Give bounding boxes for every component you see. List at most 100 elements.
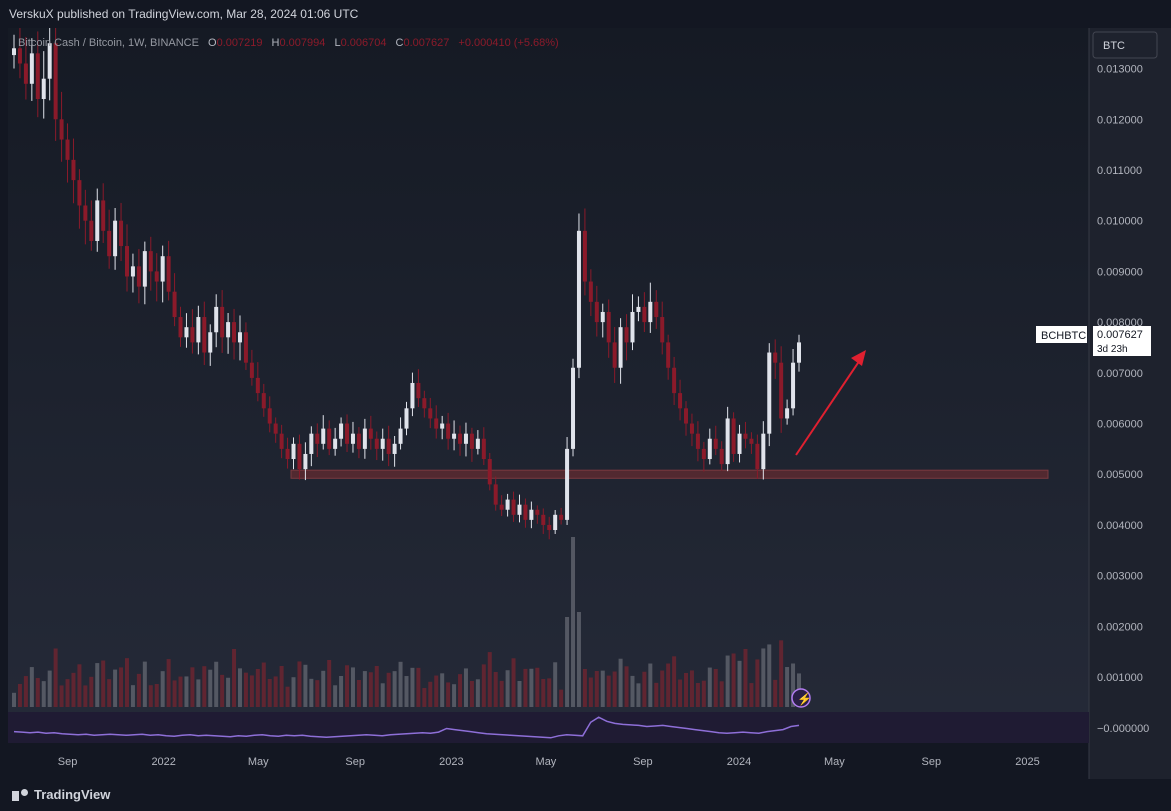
volume-bar xyxy=(374,666,379,707)
volume-bar xyxy=(624,666,629,707)
candle-body xyxy=(214,306,219,333)
volume-bar xyxy=(226,677,231,707)
candle-body xyxy=(737,433,742,454)
candle-body xyxy=(636,306,641,312)
tradingview-brand[interactable]: TradingView xyxy=(12,787,110,802)
volume-bar xyxy=(511,658,516,707)
candle-body xyxy=(303,453,308,470)
candle-body xyxy=(41,78,46,99)
candle-body xyxy=(594,301,599,323)
volume-bar xyxy=(237,668,242,707)
candle-body xyxy=(559,514,564,520)
candle-body xyxy=(29,53,34,84)
candle-body xyxy=(95,200,100,241)
x-tick-label: Sep xyxy=(633,756,653,768)
projection-arrow xyxy=(795,350,866,456)
candle-body xyxy=(249,362,254,378)
volume-bar xyxy=(350,667,355,707)
y-tick-label: 0.007000 xyxy=(1097,368,1143,380)
footer: TradingView xyxy=(0,779,1171,811)
volume-bar xyxy=(243,672,248,707)
volume-bar xyxy=(101,660,106,707)
volume-bar xyxy=(773,679,778,707)
volume-bar xyxy=(701,680,706,707)
volume-bar xyxy=(600,670,605,707)
candle-body xyxy=(565,448,570,520)
candle-body xyxy=(309,433,314,454)
candle-body xyxy=(571,367,576,449)
lightning-icon: ⚡ xyxy=(797,692,812,706)
candle-body xyxy=(666,342,671,368)
candle-body xyxy=(481,438,486,460)
candle-body xyxy=(107,230,112,257)
volume-bar xyxy=(83,685,88,707)
volume-bar xyxy=(71,672,76,707)
y-tick-label: 0.012000 xyxy=(1097,114,1143,126)
volume-bar xyxy=(660,670,665,707)
candle-body xyxy=(517,504,522,515)
candle-body xyxy=(779,362,784,419)
tradingview-logo-icon xyxy=(12,788,28,801)
candle-body xyxy=(618,327,623,368)
x-tick-label: May xyxy=(824,756,845,768)
volume-bar xyxy=(208,669,213,707)
volume-bar xyxy=(77,664,82,707)
volume-bar xyxy=(588,677,593,707)
volume-bar xyxy=(636,683,641,707)
candle-body xyxy=(130,266,135,277)
candle-body xyxy=(119,220,124,247)
candle-body xyxy=(689,423,694,434)
volume-bar xyxy=(416,667,421,707)
volume-bar xyxy=(148,685,153,707)
price-chart[interactable]: BTC 0.013000 0.012000 0.011000 0.010000 0.00… xyxy=(0,28,1171,779)
volume-bar xyxy=(481,664,486,707)
volume-bar xyxy=(689,670,694,707)
candle-body xyxy=(499,504,504,510)
volume-bars xyxy=(12,537,801,707)
volume-bar xyxy=(285,686,290,707)
x-tick-label: May xyxy=(536,756,557,768)
x-tick-label: 2025 xyxy=(1015,756,1039,768)
candle-body xyxy=(511,499,516,515)
candle-body xyxy=(285,448,290,460)
candle-body xyxy=(440,423,445,429)
candle-body xyxy=(380,438,385,449)
candle-body xyxy=(208,332,213,353)
support-zone xyxy=(290,469,1049,479)
volume-bar xyxy=(154,684,159,707)
candle-body xyxy=(345,423,350,444)
currency-button-frame[interactable] xyxy=(1092,31,1158,59)
volume-bar xyxy=(327,660,332,707)
candle-body xyxy=(731,418,736,454)
volume-bar xyxy=(535,667,540,707)
volume-bar xyxy=(119,667,124,707)
volume-bar xyxy=(267,679,272,707)
volume-bar xyxy=(261,662,266,707)
candle-body xyxy=(368,428,373,439)
candle-body xyxy=(410,382,415,409)
volume-bar xyxy=(725,655,730,707)
volume-bar xyxy=(428,681,433,707)
candle-body xyxy=(321,428,326,444)
candle-body xyxy=(17,48,22,64)
candle-body xyxy=(743,433,748,439)
volume-bar xyxy=(553,662,558,707)
volume-bar xyxy=(761,648,766,707)
event-marker[interactable]: ⚡ xyxy=(791,688,812,708)
candle-body xyxy=(23,63,28,84)
candle-body xyxy=(678,393,683,409)
candle-body xyxy=(279,433,284,449)
volume-bar xyxy=(469,681,474,707)
candle-body xyxy=(47,43,52,79)
volume-bar xyxy=(434,675,439,707)
volume-bar xyxy=(731,653,736,707)
candle-body xyxy=(101,200,106,231)
candle-body xyxy=(291,443,296,460)
plot-background xyxy=(8,28,1089,743)
candle-body xyxy=(785,408,790,419)
volume-bar xyxy=(707,667,712,707)
currency-button[interactable]: BTC xyxy=(1103,40,1125,52)
volume-bar xyxy=(452,684,457,707)
volume-bar xyxy=(142,661,147,707)
price-scale-background xyxy=(1089,28,1171,779)
